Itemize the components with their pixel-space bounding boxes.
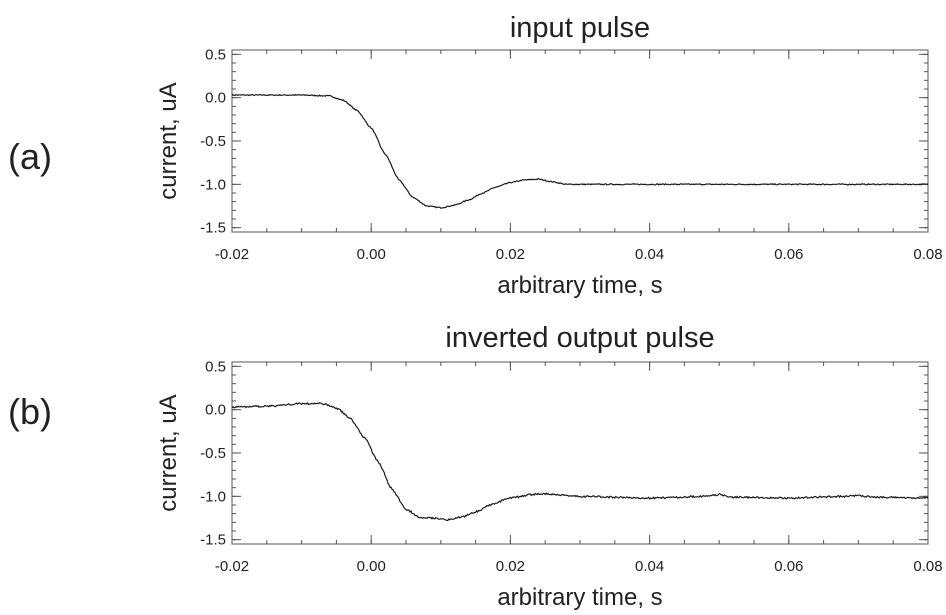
panel-b-y-axis-label: current, uA — [155, 394, 182, 511]
panel-label-a: (a) — [8, 136, 52, 177]
panel-a-y-tick-label: -0.5 — [200, 133, 226, 150]
panel-b-x-tick-label: 0.02 — [496, 558, 525, 575]
panel-a-y-axis-label: current, uA — [155, 82, 182, 199]
panel-label-b: (b) — [8, 391, 52, 432]
panel-b-y-tick-label: -1.5 — [200, 532, 226, 549]
panel-b-x-tick-label: 0.08 — [913, 558, 942, 575]
panel-a-x-axis-label: arbitrary time, s — [497, 272, 662, 299]
panel-b-y-tick-label: -0.5 — [200, 445, 226, 462]
panel-b-y-tick-label: 0.0 — [205, 402, 226, 419]
panel-a-x-tick-label: 0.06 — [774, 246, 803, 263]
panel-a-x-tick-label: 0.08 — [913, 246, 942, 263]
panel-b-x-axis-label: arbitrary time, s — [497, 584, 662, 611]
panel-b-x-tick-label: 0.00 — [357, 558, 386, 575]
panel-b-y-tick-label: 0.5 — [205, 358, 226, 375]
panel-b-title: inverted output pulse — [445, 322, 714, 354]
panel-a-x-tick-label: -0.02 — [215, 246, 249, 263]
panel-a-x-tick-label: 0.00 — [357, 246, 386, 263]
panel-a-y-tick-label: -1.5 — [200, 220, 226, 237]
panel-b-x-tick-label: 0.06 — [774, 558, 803, 575]
panel-b-x-tick-label: -0.02 — [215, 558, 249, 575]
panel-a-x-tick-label: 0.02 — [496, 246, 525, 263]
panel-a-y-tick-label: 0.0 — [205, 90, 226, 107]
panel-a-x-tick-label: 0.04 — [635, 246, 664, 263]
panel-b-x-tick-label: 0.04 — [635, 558, 664, 575]
panel-a-y-tick-label: 0.5 — [205, 46, 226, 63]
panel-b-plot-frame — [231, 361, 929, 545]
panel-a-y-tick-label: -1.0 — [200, 176, 226, 193]
panel-a-series-line — [231, 93, 929, 209]
panel-b-y-tick-label: -1.0 — [200, 488, 226, 505]
panel-a-title: input pulse — [510, 12, 650, 44]
panel-a-plot-frame — [231, 49, 929, 233]
panel-b-series-line — [231, 402, 929, 522]
